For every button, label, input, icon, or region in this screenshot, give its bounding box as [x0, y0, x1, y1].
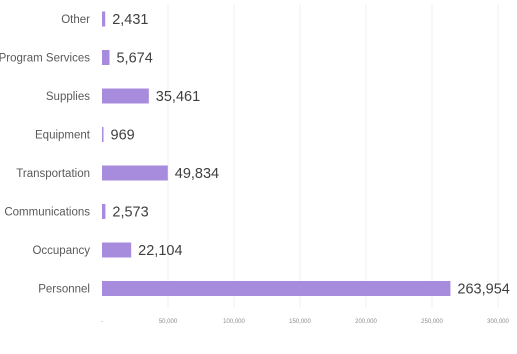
bar-other — [102, 11, 106, 27]
x-axis-ticks: - 50,000 100,000 150,000 200,000 250,000 300,0… — [101, 319, 510, 325]
value-label: 2,573 — [112, 205, 148, 221]
category-label: Supplies — [46, 91, 90, 103]
category-label: Personnel — [38, 284, 90, 296]
value-label: 2,431 — [112, 12, 148, 28]
category-label: Transportation — [16, 168, 90, 180]
x-tick-label: 250,000 — [421, 319, 443, 325]
category-label: Other — [61, 14, 90, 26]
value-label: 49,834 — [175, 166, 219, 182]
bar-transportation — [102, 165, 168, 181]
bar-equipment — [102, 127, 104, 142]
bar-supplies — [102, 88, 149, 104]
bars — [102, 11, 451, 296]
gridlines — [167, 4, 499, 308]
bar-personnel — [102, 281, 451, 296]
category-label: Communications — [4, 207, 90, 219]
value-label: 5,674 — [116, 51, 152, 67]
x-tick-label: 100,000 — [223, 319, 245, 325]
value-label: 969 — [111, 128, 135, 144]
value-label: 35,461 — [156, 89, 200, 105]
bar-program-services — [102, 50, 110, 65]
x-tick-label: 300,000 — [487, 319, 509, 325]
x-tick-label: 50,000 — [159, 319, 178, 325]
category-label: Program Services — [0, 53, 90, 65]
bar-occupancy — [102, 242, 132, 258]
value-label: 22,104 — [138, 243, 182, 259]
value-label: 263,954 — [457, 282, 509, 298]
x-tick-label: - — [101, 319, 103, 325]
x-tick-label: 200,000 — [355, 319, 377, 325]
value-labels: 2,431 5,674 35,461 969 49,834 2,573 22,104 263,… — [111, 12, 510, 298]
category-label: Occupancy — [32, 245, 90, 257]
category-labels: Other Program Services Supplies Equipment Tr… — [0, 14, 91, 296]
category-label: Equipment — [35, 130, 91, 142]
x-tick-label: 150,000 — [289, 319, 311, 325]
bar-communications — [102, 204, 106, 219]
